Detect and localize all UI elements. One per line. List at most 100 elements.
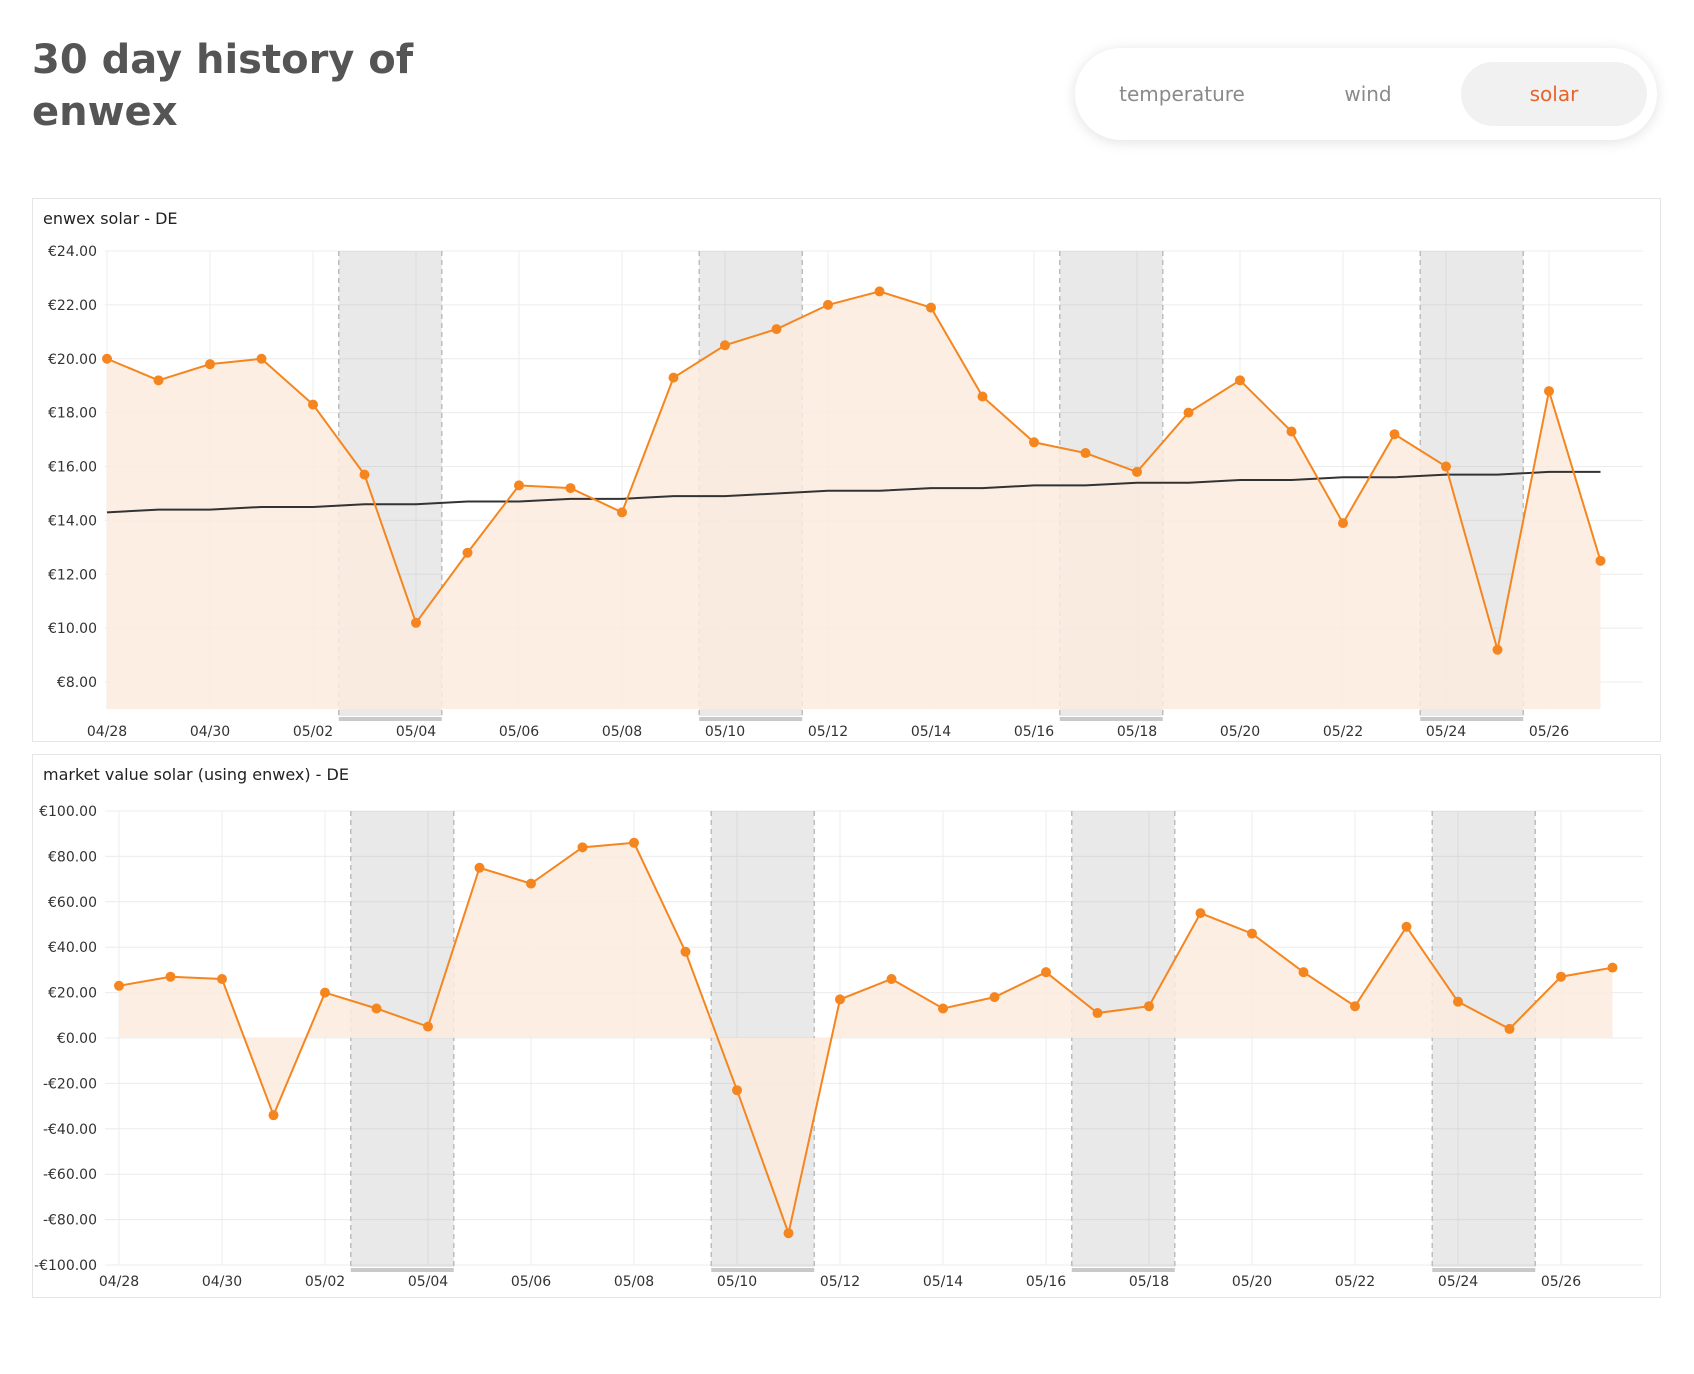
series-area	[107, 291, 1601, 709]
data-point	[977, 391, 988, 402]
weekend-band-marker	[350, 1268, 454, 1272]
x-tick-label: 05/06	[511, 1274, 551, 1290]
data-point	[989, 992, 1000, 1003]
data-point	[217, 973, 227, 984]
y-tick-label: €24.00	[48, 244, 97, 260]
weekend-band-marker	[1071, 1268, 1175, 1272]
x-tick-label: 04/28	[99, 1274, 139, 1290]
x-tick-label: 05/22	[1323, 724, 1363, 740]
data-point	[1492, 644, 1503, 655]
x-tick-label: 05/18	[1129, 1274, 1169, 1290]
data-point	[359, 469, 370, 480]
data-point	[938, 1003, 948, 1014]
x-tick-label: 04/28	[87, 724, 127, 740]
y-tick-label: €10.00	[48, 621, 97, 637]
tab-solar[interactable]: solar	[1461, 62, 1647, 126]
chart-title: enwex solar - DE	[43, 209, 178, 228]
data-point	[411, 617, 421, 628]
data-point	[1092, 1008, 1103, 1019]
y-tick-label: €40.00	[48, 940, 97, 956]
data-point	[1401, 921, 1412, 932]
data-point	[205, 359, 215, 370]
enwex-solar-chart: €8.00 €10.00 €12.00 €14.00 €16.00 €18.00 €20.0…	[48, 244, 1643, 740]
data-point	[577, 842, 588, 853]
data-point	[256, 353, 267, 364]
tab-wind[interactable]: wind	[1275, 62, 1461, 126]
y-tick-label: -€80.00	[43, 1213, 97, 1229]
data-point	[1235, 375, 1245, 386]
data-point	[835, 994, 845, 1005]
x-tick-label: 05/20	[1220, 724, 1260, 740]
weekend-band-marker	[1059, 717, 1163, 721]
data-point	[474, 862, 485, 873]
data-point	[783, 1228, 794, 1239]
x-tick-label: 05/12	[820, 1274, 860, 1290]
weekend-band-marker	[1432, 1268, 1536, 1272]
y-tick-label: €20.00	[48, 986, 97, 1002]
x-tick-label: 05/16	[1014, 724, 1054, 740]
x-tick-label: 05/02	[293, 724, 333, 740]
data-point	[308, 399, 318, 410]
y-tick-label: €16.00	[48, 460, 97, 476]
x-tick-label: 05/24	[1426, 724, 1466, 740]
data-point	[771, 324, 782, 335]
weekend-band	[1432, 811, 1536, 1267]
data-point	[1080, 448, 1091, 459]
data-point	[102, 353, 112, 364]
x-tick-label: 05/18	[1117, 724, 1157, 740]
data-point	[926, 302, 936, 313]
chart-title: market value solar (using enwex) - DE	[43, 765, 349, 784]
data-point	[1453, 996, 1463, 1007]
data-point	[165, 971, 176, 982]
series-area	[119, 842, 1613, 1234]
tab-temperature[interactable]: temperature	[1089, 62, 1275, 126]
y-tick-label: €100.00	[39, 804, 97, 820]
x-tick-label: 05/22	[1335, 1274, 1375, 1290]
data-point	[1595, 555, 1606, 566]
data-point	[1286, 426, 1297, 437]
weekend-band	[350, 811, 454, 1267]
data-point	[1247, 928, 1257, 939]
x-tick-label: 05/12	[808, 724, 848, 740]
data-point	[1183, 407, 1194, 418]
data-point	[1144, 1001, 1154, 1012]
x-tick-label: 05/14	[923, 1274, 963, 1290]
data-point	[1298, 967, 1309, 978]
x-tick-label: 05/08	[614, 1274, 654, 1290]
data-point	[565, 483, 576, 494]
data-point	[1389, 429, 1400, 440]
weekend-band-marker	[338, 717, 442, 721]
data-point	[886, 973, 897, 984]
series-line	[106, 290, 1602, 650]
x-tick-label: 04/30	[202, 1274, 242, 1290]
y-tick-label: €20.00	[48, 352, 97, 368]
y-tick-label: €12.00	[48, 567, 97, 583]
data-point	[1441, 461, 1451, 472]
data-point	[1504, 1023, 1515, 1034]
x-tick-label: 05/14	[911, 724, 951, 740]
data-point	[1544, 386, 1554, 397]
y-tick-label: -€60.00	[43, 1167, 97, 1183]
x-tick-label: 04/30	[190, 724, 230, 740]
data-point	[823, 299, 833, 310]
x-tick-label: 05/16	[1026, 1274, 1066, 1290]
market-value-chart-panel: market value solar (using enwex) - DE -€…	[32, 754, 1661, 1298]
x-tick-label: 05/10	[705, 724, 745, 740]
data-point	[514, 480, 524, 491]
data-point	[617, 507, 627, 518]
enwex-solar-chart-panel: enwex solar - DE €8.00 €10.00 €12.00 €14.00…	[32, 198, 1661, 742]
data-point	[1350, 1001, 1360, 1012]
data-point	[1132, 466, 1142, 477]
data-point	[732, 1085, 742, 1096]
y-tick-label: €22.00	[48, 298, 97, 314]
data-point	[268, 1110, 279, 1121]
data-point	[680, 946, 691, 957]
x-tick-label: 05/26	[1529, 724, 1569, 740]
weekend-band-marker	[711, 1268, 815, 1272]
y-tick-label: €14.00	[48, 513, 97, 529]
x-tick-label: 05/20	[1232, 1274, 1272, 1290]
market-value-chart: -€100.00 -€80.00 -€60.00 -€40.00 -€20.00 €0.0…	[34, 804, 1643, 1290]
weekend-band-marker	[1420, 717, 1524, 721]
trend-line	[106, 470, 1601, 514]
data-point	[629, 837, 639, 848]
